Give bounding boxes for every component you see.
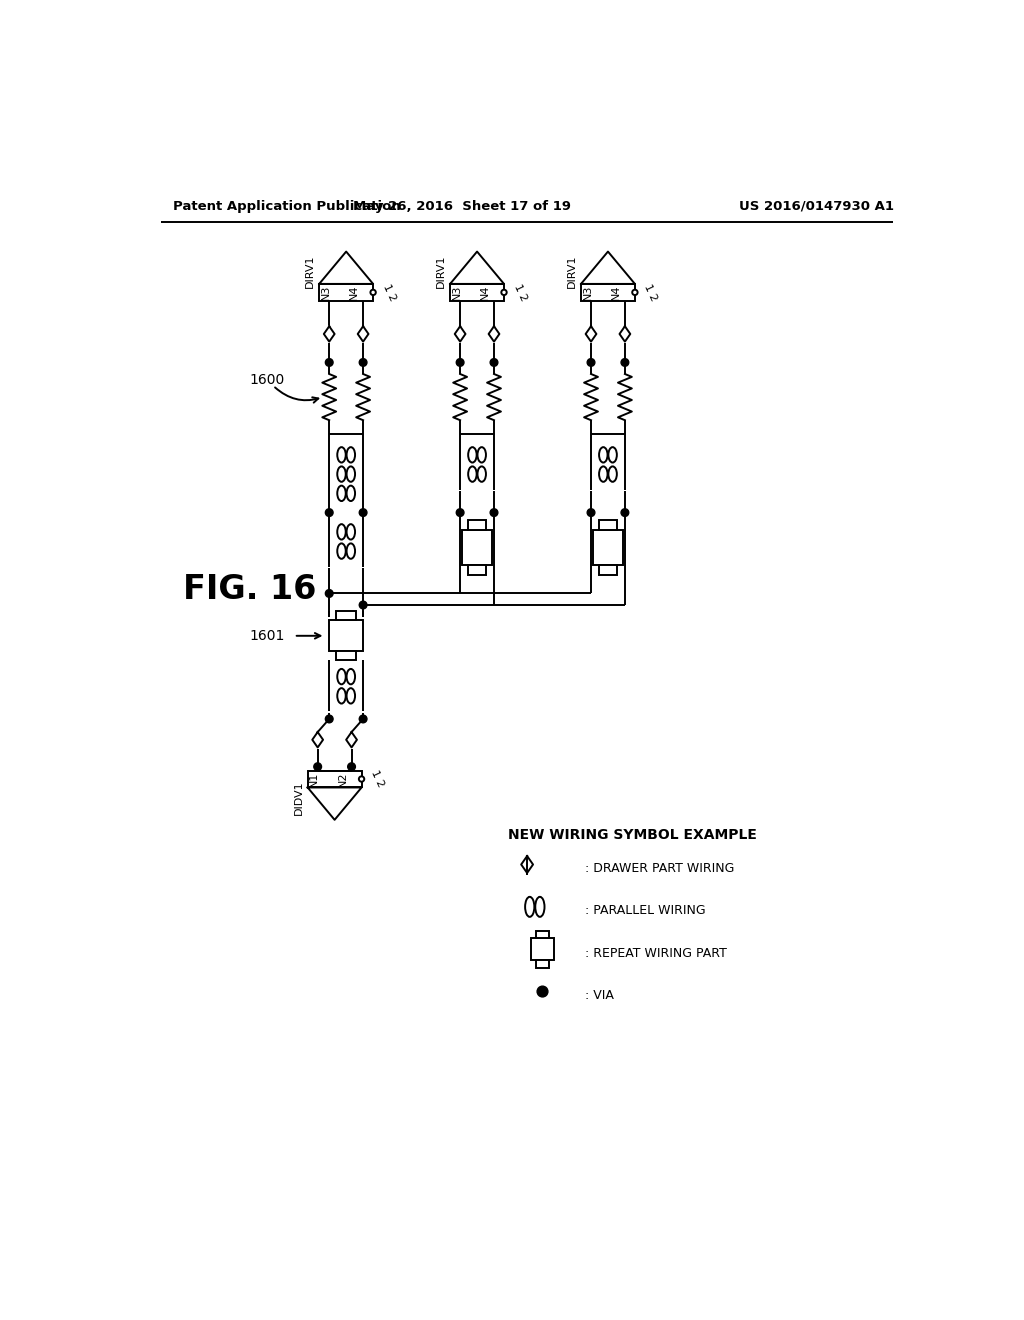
- Text: US 2016/0147930 A1: US 2016/0147930 A1: [739, 199, 894, 213]
- Circle shape: [457, 359, 464, 367]
- Text: N3: N3: [321, 285, 331, 300]
- Text: N1: N1: [309, 771, 319, 787]
- Circle shape: [457, 508, 464, 516]
- Text: : PARALLEL WIRING: : PARALLEL WIRING: [585, 904, 706, 917]
- Circle shape: [621, 508, 629, 516]
- Bar: [336, 651, 356, 660]
- Text: 1 2: 1 2: [512, 282, 528, 302]
- Bar: [307, 771, 361, 788]
- Text: May 26, 2016  Sheet 17 of 19: May 26, 2016 Sheet 17 of 19: [352, 199, 570, 213]
- Bar: [463, 529, 492, 565]
- Circle shape: [359, 601, 367, 609]
- Circle shape: [632, 289, 638, 296]
- Text: DIRV1: DIRV1: [305, 255, 315, 288]
- Circle shape: [502, 289, 507, 296]
- Text: DIDV1: DIDV1: [294, 780, 304, 814]
- Bar: [330, 620, 364, 651]
- Bar: [593, 529, 623, 565]
- Circle shape: [587, 359, 595, 367]
- Bar: [451, 284, 504, 301]
- Circle shape: [359, 359, 367, 367]
- Bar: [319, 284, 373, 301]
- Circle shape: [326, 590, 333, 597]
- Text: NEW WIRING SYMBOL EXAMPLE: NEW WIRING SYMBOL EXAMPLE: [508, 829, 757, 842]
- Circle shape: [538, 986, 548, 997]
- Bar: [468, 565, 485, 576]
- Circle shape: [348, 763, 355, 771]
- Circle shape: [621, 359, 629, 367]
- Bar: [336, 611, 356, 620]
- Circle shape: [326, 508, 333, 516]
- Circle shape: [490, 359, 498, 367]
- Circle shape: [371, 289, 376, 296]
- Text: N4: N4: [480, 285, 490, 300]
- Text: N4: N4: [349, 285, 359, 300]
- Text: N2: N2: [338, 771, 348, 787]
- Circle shape: [313, 763, 322, 771]
- Text: FIG. 16: FIG. 16: [183, 573, 316, 606]
- Bar: [468, 520, 485, 529]
- Bar: [599, 520, 616, 529]
- Text: N4: N4: [611, 285, 621, 300]
- Bar: [536, 931, 550, 939]
- Circle shape: [359, 508, 367, 516]
- Text: 1 2: 1 2: [370, 770, 386, 789]
- Text: 1 2: 1 2: [381, 282, 397, 302]
- Circle shape: [490, 508, 498, 516]
- Text: 1601: 1601: [249, 628, 285, 643]
- Bar: [536, 960, 550, 968]
- Text: N3: N3: [452, 285, 462, 300]
- Circle shape: [326, 715, 333, 723]
- Text: : REPEAT WIRING PART: : REPEAT WIRING PART: [585, 946, 727, 960]
- Bar: [531, 939, 554, 960]
- Text: : DRAWER PART WIRING: : DRAWER PART WIRING: [585, 862, 734, 875]
- Bar: [599, 565, 616, 576]
- Text: : VIA: : VIA: [585, 989, 613, 1002]
- Circle shape: [326, 359, 333, 367]
- Text: 1600: 1600: [250, 374, 285, 387]
- Text: N3: N3: [583, 285, 593, 300]
- Text: DIRV1: DIRV1: [436, 255, 446, 288]
- Text: DIRV1: DIRV1: [567, 255, 578, 288]
- Text: Patent Application Publication: Patent Application Publication: [173, 199, 400, 213]
- Circle shape: [587, 508, 595, 516]
- Bar: [581, 284, 635, 301]
- Circle shape: [359, 715, 367, 723]
- Circle shape: [358, 776, 365, 781]
- Text: 1 2: 1 2: [643, 282, 659, 302]
